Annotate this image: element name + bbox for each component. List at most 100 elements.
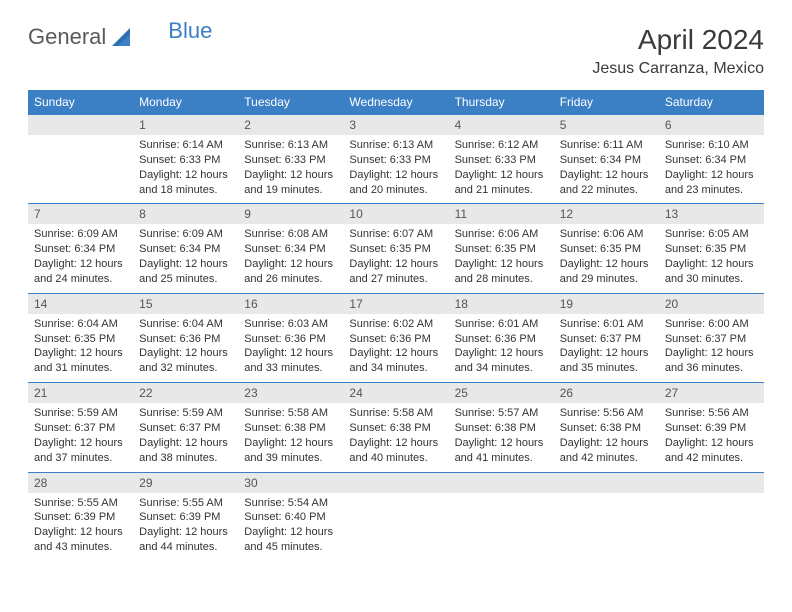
sunset-text: Sunset: 6:35 PM [455,242,548,257]
daylight-text: Daylight: 12 hours and 40 minutes. [349,436,442,466]
sunrise-text: Sunrise: 6:12 AM [455,138,548,153]
day-details: Sunrise: 6:10 AMSunset: 6:34 PMDaylight:… [659,135,764,203]
sunrise-text: Sunrise: 6:04 AM [139,317,232,332]
daylight-text: Daylight: 12 hours and 34 minutes. [455,346,548,376]
day-number-empty [343,472,448,493]
daylight-text: Daylight: 12 hours and 42 minutes. [665,436,758,466]
calendar-cell: 4Sunrise: 6:12 AMSunset: 6:33 PMDaylight… [449,114,554,203]
calendar-cell: 14Sunrise: 6:04 AMSunset: 6:35 PMDayligh… [28,293,133,382]
sunset-text: Sunset: 6:38 PM [349,421,442,436]
sunrise-text: Sunrise: 6:09 AM [34,227,127,242]
calendar-cell: 2Sunrise: 6:13 AMSunset: 6:33 PMDaylight… [238,114,343,203]
sunset-text: Sunset: 6:34 PM [665,153,758,168]
day-details: Sunrise: 6:14 AMSunset: 6:33 PMDaylight:… [133,135,238,203]
dow-header: Wednesday [343,90,448,114]
location-text: Jesus Carranza, Mexico [592,60,764,78]
day-number: 26 [554,382,659,403]
calendar-cell [659,472,764,561]
daylight-text: Daylight: 12 hours and 20 minutes. [349,168,442,198]
sunset-text: Sunset: 6:35 PM [665,242,758,257]
sunrise-text: Sunrise: 6:05 AM [665,227,758,242]
sunset-text: Sunset: 6:35 PM [34,332,127,347]
calendar-cell: 21Sunrise: 5:59 AMSunset: 6:37 PMDayligh… [28,382,133,471]
daylight-text: Daylight: 12 hours and 25 minutes. [139,257,232,287]
day-number: 5 [554,114,659,135]
daylight-text: Daylight: 12 hours and 43 minutes. [34,525,127,555]
daylight-text: Daylight: 12 hours and 26 minutes. [244,257,337,287]
calendar-cell: 13Sunrise: 6:05 AMSunset: 6:35 PMDayligh… [659,203,764,292]
day-details: Sunrise: 6:11 AMSunset: 6:34 PMDaylight:… [554,135,659,203]
sunrise-text: Sunrise: 5:54 AM [244,496,337,511]
calendar-cell: 22Sunrise: 5:59 AMSunset: 6:37 PMDayligh… [133,382,238,471]
sunrise-text: Sunrise: 6:10 AM [665,138,758,153]
day-details: Sunrise: 5:58 AMSunset: 6:38 PMDaylight:… [343,403,448,471]
sunrise-text: Sunrise: 6:03 AM [244,317,337,332]
daylight-text: Daylight: 12 hours and 33 minutes. [244,346,337,376]
calendar-cell: 18Sunrise: 6:01 AMSunset: 6:36 PMDayligh… [449,293,554,382]
day-details: Sunrise: 6:04 AMSunset: 6:35 PMDaylight:… [28,314,133,382]
daylight-text: Daylight: 12 hours and 32 minutes. [139,346,232,376]
day-details: Sunrise: 5:55 AMSunset: 6:39 PMDaylight:… [133,493,238,561]
day-details: Sunrise: 5:56 AMSunset: 6:39 PMDaylight:… [659,403,764,471]
month-title: April 2024 [592,24,764,56]
sunset-text: Sunset: 6:33 PM [139,153,232,168]
day-details: Sunrise: 6:03 AMSunset: 6:36 PMDaylight:… [238,314,343,382]
day-number: 17 [343,293,448,314]
daylight-text: Daylight: 12 hours and 41 minutes. [455,436,548,466]
calendar-week-row: 7Sunrise: 6:09 AMSunset: 6:34 PMDaylight… [28,203,764,292]
day-number: 2 [238,114,343,135]
dow-header: Saturday [659,90,764,114]
sunset-text: Sunset: 6:39 PM [665,421,758,436]
daylight-text: Daylight: 12 hours and 18 minutes. [139,168,232,198]
daylight-text: Daylight: 12 hours and 28 minutes. [455,257,548,287]
day-details: Sunrise: 6:09 AMSunset: 6:34 PMDaylight:… [28,224,133,292]
dow-header: Thursday [449,90,554,114]
day-details: Sunrise: 5:58 AMSunset: 6:38 PMDaylight:… [238,403,343,471]
day-number: 20 [659,293,764,314]
sunset-text: Sunset: 6:37 PM [34,421,127,436]
page-header: General Blue April 2024 Jesus Carranza, … [28,24,764,78]
sunrise-text: Sunrise: 5:55 AM [34,496,127,511]
sunrise-text: Sunrise: 6:14 AM [139,138,232,153]
sunrise-text: Sunrise: 5:59 AM [34,406,127,421]
calendar-cell: 5Sunrise: 6:11 AMSunset: 6:34 PMDaylight… [554,114,659,203]
day-details: Sunrise: 6:09 AMSunset: 6:34 PMDaylight:… [133,224,238,292]
sunrise-text: Sunrise: 6:01 AM [455,317,548,332]
calendar-cell: 30Sunrise: 5:54 AMSunset: 6:40 PMDayligh… [238,472,343,561]
day-number-empty [449,472,554,493]
daylight-text: Daylight: 12 hours and 44 minutes. [139,525,232,555]
sunset-text: Sunset: 6:36 PM [244,332,337,347]
daylight-text: Daylight: 12 hours and 45 minutes. [244,525,337,555]
sunrise-text: Sunrise: 6:06 AM [455,227,548,242]
sunset-text: Sunset: 6:38 PM [244,421,337,436]
day-number: 16 [238,293,343,314]
day-details: Sunrise: 6:00 AMSunset: 6:37 PMDaylight:… [659,314,764,382]
day-number: 6 [659,114,764,135]
sunrise-text: Sunrise: 5:58 AM [244,406,337,421]
day-details: Sunrise: 6:06 AMSunset: 6:35 PMDaylight:… [449,224,554,292]
daylight-text: Daylight: 12 hours and 30 minutes. [665,257,758,287]
calendar-cell: 26Sunrise: 5:56 AMSunset: 6:38 PMDayligh… [554,382,659,471]
day-number: 12 [554,203,659,224]
sunset-text: Sunset: 6:33 PM [244,153,337,168]
calendar-cell: 29Sunrise: 5:55 AMSunset: 6:39 PMDayligh… [133,472,238,561]
daylight-text: Daylight: 12 hours and 19 minutes. [244,168,337,198]
sunset-text: Sunset: 6:38 PM [455,421,548,436]
sunset-text: Sunset: 6:33 PM [349,153,442,168]
calendar-cell: 16Sunrise: 6:03 AMSunset: 6:36 PMDayligh… [238,293,343,382]
sunrise-text: Sunrise: 6:08 AM [244,227,337,242]
day-number: 10 [343,203,448,224]
sunrise-text: Sunrise: 5:59 AM [139,406,232,421]
daylight-text: Daylight: 12 hours and 31 minutes. [34,346,127,376]
day-number: 14 [28,293,133,314]
sunrise-text: Sunrise: 6:02 AM [349,317,442,332]
daylight-text: Daylight: 12 hours and 22 minutes. [560,168,653,198]
daylight-text: Daylight: 12 hours and 39 minutes. [244,436,337,466]
sunrise-text: Sunrise: 6:00 AM [665,317,758,332]
day-number: 28 [28,472,133,493]
calendar-cell: 6Sunrise: 6:10 AMSunset: 6:34 PMDaylight… [659,114,764,203]
day-details: Sunrise: 6:13 AMSunset: 6:33 PMDaylight:… [238,135,343,203]
sunset-text: Sunset: 6:36 PM [139,332,232,347]
daylight-text: Daylight: 12 hours and 23 minutes. [665,168,758,198]
day-details: Sunrise: 6:07 AMSunset: 6:35 PMDaylight:… [343,224,448,292]
